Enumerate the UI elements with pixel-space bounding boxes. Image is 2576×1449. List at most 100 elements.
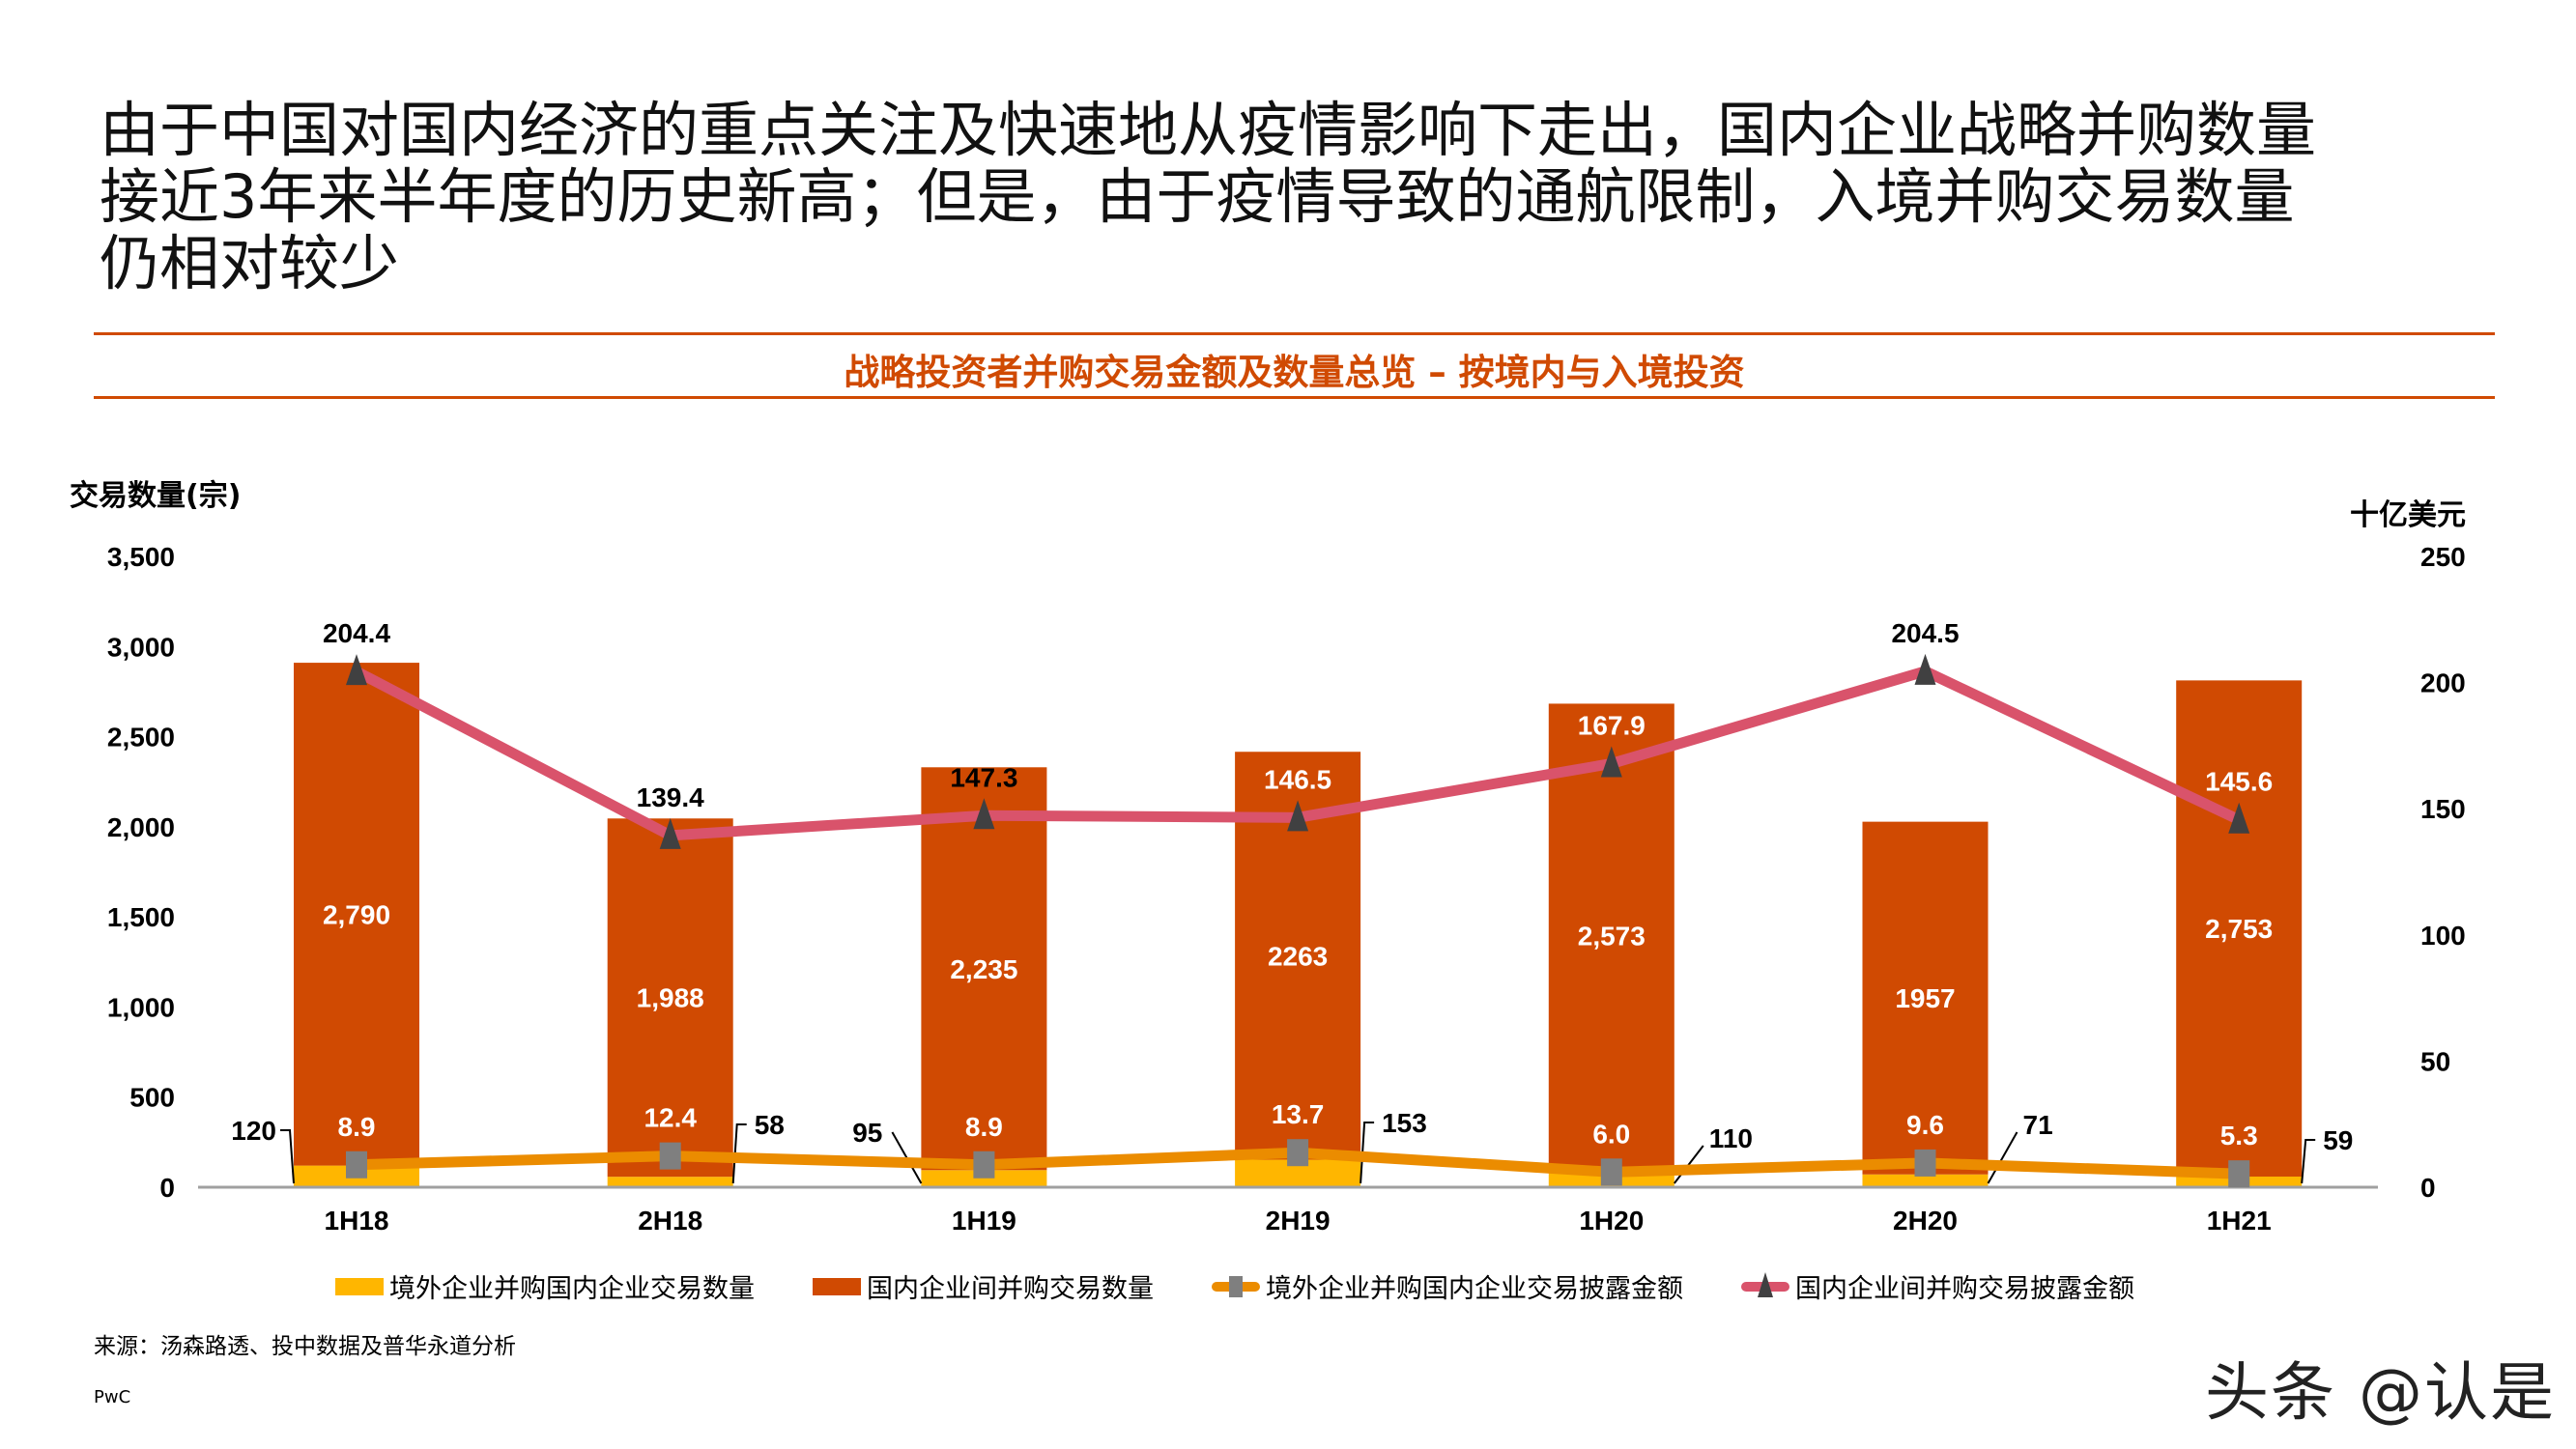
left-axis-title: 交易数量(宗) bbox=[70, 479, 242, 513]
x-tick-label: 1H20 bbox=[1579, 1206, 1644, 1236]
data-label-domestic-amount: 139.4 bbox=[637, 782, 704, 812]
marker-triangle-domestic-amount bbox=[2228, 802, 2250, 834]
bar-foreign-count bbox=[921, 1170, 1047, 1187]
bar-domestic-count bbox=[607, 818, 733, 1178]
source-note: 来源：汤森路透、投中数据及普华永道分析 bbox=[94, 1334, 516, 1359]
callout-leader-line bbox=[1360, 1122, 1375, 1184]
bar-label-domestic-count: 2263 bbox=[1268, 941, 1328, 971]
marker-triangle-domestic-amount bbox=[1600, 746, 1622, 778]
marker-triangle-domestic-amount bbox=[1287, 800, 1309, 832]
marker-triangle-domestic-amount bbox=[1914, 653, 1936, 685]
bar-label-domestic-count: 2,573 bbox=[1578, 921, 1646, 951]
legend-label: 国内企业间并购交易披露金额 bbox=[1795, 1274, 2134, 1304]
legend-swatch-domestic-amount bbox=[1741, 1271, 1789, 1297]
left-tick-label: 3,000 bbox=[107, 632, 175, 662]
legend-item-domestic-amount: 国内企业间并购交易披露金额 bbox=[1741, 1267, 2134, 1305]
callout-label-foreign-count: 71 bbox=[2023, 1110, 2053, 1140]
left-tick-label: 3,500 bbox=[107, 542, 175, 572]
left-tick-label: 1,000 bbox=[107, 992, 175, 1022]
left-tick-label: 500 bbox=[129, 1083, 175, 1113]
legend-item-foreign-count: 境外企业并购国内企业交易数量 bbox=[335, 1267, 755, 1305]
data-label-foreign-amount: 5.3 bbox=[2220, 1121, 2258, 1151]
bar-foreign-count bbox=[607, 1177, 733, 1187]
callout-leader-line bbox=[731, 1123, 747, 1184]
callout-label-foreign-count: 59 bbox=[2323, 1125, 2353, 1155]
right-tick-label: 100 bbox=[2420, 921, 2466, 951]
bar-domestic-count bbox=[1548, 703, 1674, 1168]
left-tick-label: 2,500 bbox=[107, 723, 175, 753]
legend-item-domestic-count: 国内企业间并购交易数量 bbox=[813, 1267, 1154, 1305]
bar-label-domestic-count: 1957 bbox=[1895, 983, 1955, 1013]
data-label-domestic-amount: 147.3 bbox=[950, 762, 1017, 792]
data-label-foreign-amount: 12.4 bbox=[644, 1103, 697, 1133]
marker-square-foreign-amount bbox=[973, 1151, 995, 1179]
marker-triangle-domestic-amount bbox=[973, 798, 995, 830]
triangle-marker-icon bbox=[1758, 1271, 1773, 1297]
callout-leader-line bbox=[2301, 1139, 2316, 1184]
x-tick-label: 2H20 bbox=[1893, 1206, 1958, 1236]
headline-line-1: 由于中国对国内经济的重点关注及快速地从疫情影响下走出，国内企业战略并购数量 bbox=[100, 95, 2317, 165]
bar-domestic-count bbox=[921, 767, 1047, 1171]
data-label-domestic-amount: 167.9 bbox=[1578, 710, 1646, 740]
callout-label-foreign-count: 95 bbox=[852, 1118, 882, 1148]
right-axis-title: 十亿美元 bbox=[2350, 498, 2466, 532]
data-label-foreign-amount: 8.9 bbox=[965, 1112, 1003, 1142]
legend-swatch-domestic-count bbox=[813, 1277, 861, 1295]
bar-foreign-count bbox=[1862, 1174, 1989, 1187]
bar-label-domestic-count: 1,988 bbox=[637, 983, 704, 1013]
legend-label: 国内企业间并购交易数量 bbox=[867, 1274, 1154, 1304]
callout-label-foreign-count: 153 bbox=[1382, 1108, 1427, 1138]
data-label-foreign-amount: 6.0 bbox=[1592, 1119, 1630, 1149]
square-marker-icon bbox=[1229, 1275, 1243, 1297]
callout-leader-line bbox=[1674, 1145, 1704, 1184]
callout-leader-line bbox=[1987, 1131, 2018, 1184]
bar-label-domestic-count: 2,790 bbox=[323, 899, 390, 929]
bar-label-domestic-count: 2,753 bbox=[2205, 914, 2273, 944]
x-tick-label: 1H21 bbox=[2207, 1206, 2272, 1236]
legend-item-foreign-amount: 境外企业并购国内企业交易披露金额 bbox=[1212, 1267, 1683, 1305]
bottom-divider bbox=[94, 396, 2495, 399]
legend-label: 境外企业并购国内企业交易披露金额 bbox=[1266, 1274, 1683, 1304]
marker-square-foreign-amount bbox=[2228, 1160, 2250, 1188]
data-label-foreign-amount: 8.9 bbox=[338, 1112, 376, 1142]
headline-line-3: 仍相对较少 bbox=[100, 228, 400, 298]
callout-leader-line bbox=[280, 1129, 295, 1184]
headline-line-2: 接近3年来半年度的历史新高；但是，由于疫情导致的通航限制，入境并购交易数量 bbox=[100, 161, 2295, 232]
marker-square-foreign-amount bbox=[1287, 1139, 1309, 1167]
marker-square-foreign-amount bbox=[659, 1142, 681, 1170]
bar-domestic-count bbox=[1862, 821, 1989, 1175]
data-label-domestic-amount: 145.6 bbox=[2205, 767, 2273, 797]
legend-swatch-foreign-amount bbox=[1212, 1275, 1260, 1297]
right-tick-label: 250 bbox=[2420, 542, 2466, 572]
x-tick-label: 1H19 bbox=[952, 1206, 1016, 1236]
x-tick-label: 1H18 bbox=[325, 1206, 389, 1236]
data-label-domestic-amount: 146.5 bbox=[1264, 764, 1331, 794]
legend-swatch-foreign-count bbox=[335, 1277, 384, 1295]
right-tick-label: 150 bbox=[2420, 794, 2466, 824]
callout-label-foreign-count: 110 bbox=[1709, 1123, 1753, 1153]
top-divider bbox=[94, 332, 2495, 335]
marker-square-foreign-amount bbox=[1600, 1158, 1622, 1186]
marker-square-foreign-amount bbox=[1914, 1149, 1936, 1177]
headline: 由于中国对国内经济的重点关注及快速地从疫情影响下走出，国内企业战略并购数量 接近… bbox=[100, 97, 2316, 297]
data-label-foreign-amount: 9.6 bbox=[1906, 1110, 1944, 1140]
legend: 境外企业并购国内企业交易数量 国内企业间并购交易数量 境外企业并购国内企业交易披… bbox=[335, 1267, 2192, 1305]
footer-brand: PwC bbox=[94, 1387, 131, 1407]
legend-label: 境外企业并购国内企业交易数量 bbox=[389, 1274, 755, 1304]
x-tick-label: 2H19 bbox=[1266, 1206, 1331, 1236]
marker-square-foreign-amount bbox=[346, 1151, 367, 1179]
bar-label-domestic-count: 2,235 bbox=[950, 954, 1017, 984]
marker-triangle-domestic-amount bbox=[346, 654, 367, 686]
callout-label-foreign-count: 120 bbox=[231, 1116, 276, 1146]
data-label-domestic-amount: 204.4 bbox=[323, 618, 390, 648]
callout-label-foreign-count: 58 bbox=[755, 1110, 785, 1140]
bar-domestic-count bbox=[2176, 680, 2303, 1177]
left-tick-label: 1,500 bbox=[107, 902, 175, 932]
marker-triangle-domestic-amount bbox=[659, 817, 681, 849]
left-tick-label: 2,000 bbox=[107, 812, 175, 842]
chart-title: 战略投资者并购交易金额及数量总览 – 按境内与入境投资 bbox=[844, 352, 1745, 393]
right-tick-label: 50 bbox=[2420, 1046, 2450, 1076]
data-label-foreign-amount: 13.7 bbox=[1272, 1099, 1325, 1129]
right-tick-label: 200 bbox=[2420, 668, 2466, 698]
